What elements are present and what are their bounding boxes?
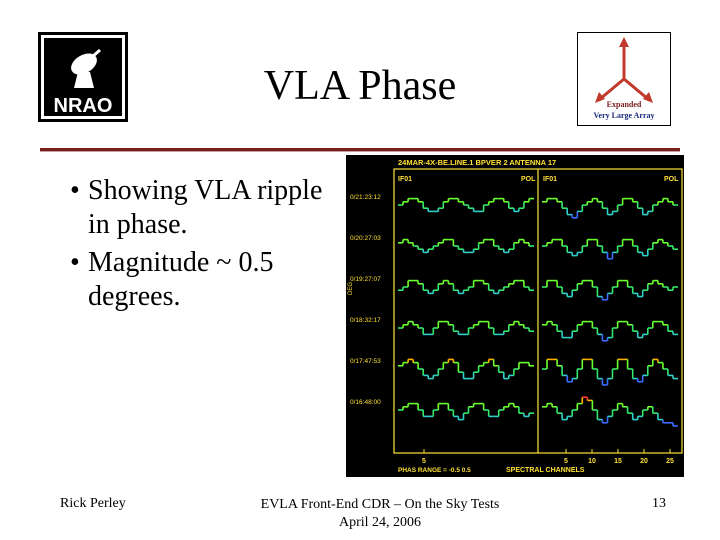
evla-logo: Expanded Very Large Array [577,32,671,126]
evla-logo-line1: Expanded [607,100,642,109]
x-tick-label: 25 [666,458,674,465]
row-time-label: 0/19:27:07 [350,276,381,283]
panel-left-if-label: IF01 [398,176,412,183]
x-tick-label: 10 [588,458,596,465]
footer-author: Rick Perley [60,496,126,511]
row-time-label: 0/21:23:12 [350,194,381,201]
phase-range-label: PHAS RANGE = -0.5 0.5 [398,467,471,474]
row-time-label: 0/17:47:53 [350,358,381,365]
evla-logo-line2: Very Large Array [593,111,654,120]
footer-event-line2: April 24, 2006 [338,515,422,530]
nrao-logo-text: NRAO [54,95,113,117]
bullet-text: Showing VLA ripple in phase. [88,175,323,240]
y-side-label: DEG [348,282,354,295]
nrao-logo: NRAO [38,32,128,122]
title-divider [40,148,680,152]
row-time-label: 0/20:27:03 [350,235,381,242]
panel-right-if-label: IF01 [543,176,557,183]
bullet-text: Magnitude ~ 0.5 degrees. [88,247,274,312]
x-tick-label: 5 [422,458,426,465]
x-axis-label: SPECTRAL CHANNELS [506,467,585,474]
phase-plot-svg: 24MAR-4X-BE.LINE.1 BPVER 2 ANTENNA 17 IF… [346,155,684,477]
bullet-dot-icon: • [70,247,80,278]
slide-title: VLA Phase [263,63,457,109]
bullet-item: • Magnitude ~ 0.5 degrees. [70,246,340,314]
x-tick-label: 15 [614,458,622,465]
plot-header-label: 24MAR-4X-BE.LINE.1 BPVER 2 ANTENNA 17 [398,158,556,167]
footer-event: EVLA Front-End CDR – On the Sky Tests Ap… [230,496,530,532]
panel-right-pol-label: POL [664,176,679,183]
bullet-item: • Showing VLA ripple in phase. [70,174,340,242]
phase-plot: 24MAR-4X-BE.LINE.1 BPVER 2 ANTENNA 17 IF… [346,155,684,477]
x-tick-label: 5 [564,458,568,465]
x-tick-label: 20 [640,458,648,465]
row-time-label: 0/16:48:00 [350,399,381,406]
row-time-label: 0/18:32:17 [350,317,381,324]
bullet-list: • Showing VLA ripple in phase. • Magnitude… [70,174,340,318]
bullet-dot-icon: • [70,175,80,206]
footer-event-line1: EVLA Front-End CDR – On the Sky Tests [260,497,500,512]
footer-page-number: 13 [652,496,666,511]
panel-left-pol-label: POL [521,176,536,183]
